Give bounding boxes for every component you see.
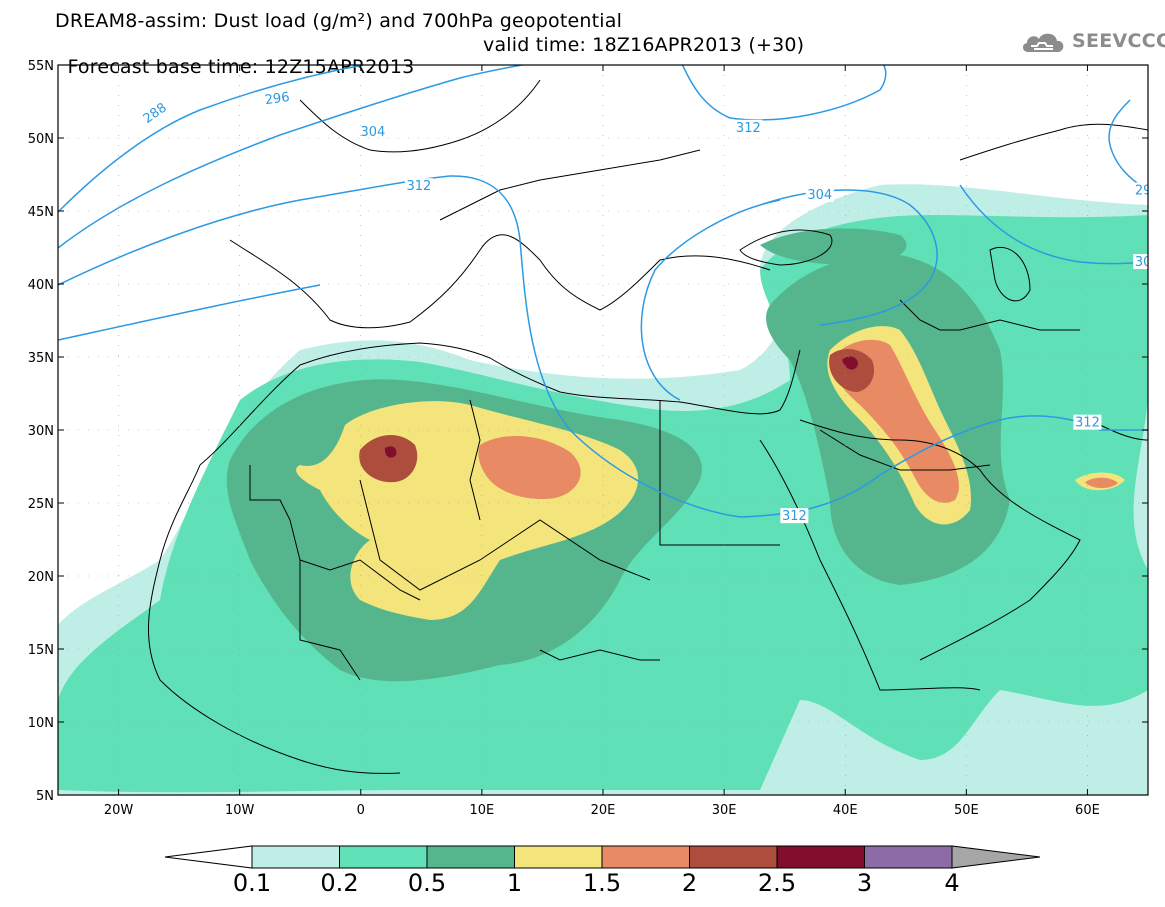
y-tick-label: 15N [28, 643, 54, 658]
dust-region-1.5 [478, 339, 1118, 503]
dust-region-1 [296, 326, 1125, 620]
y-tick-label: 30N [28, 424, 54, 439]
contour-label-bg [138, 98, 171, 127]
contour-label-bg [780, 508, 809, 524]
colorbar-label: 3 [856, 869, 873, 897]
x-tick-label: 0 [357, 803, 365, 818]
colorbar-label: 0.2 [320, 869, 359, 897]
contour-label: 304 [358, 124, 387, 140]
contour-label-text: 312 [406, 179, 431, 194]
contour-label-text: 29 [1135, 184, 1152, 199]
x-tick-label: 20E [591, 803, 616, 818]
map-area: 288 296 304 312 304 312 29 30 312 312 [58, 65, 1152, 795]
contour-label-bg [404, 178, 433, 194]
colorbar-bin [601, 845, 690, 869]
contour-label: 312 [734, 119, 763, 136]
y-tick-label: 5N [36, 789, 54, 804]
colorbar-bin [776, 845, 865, 869]
colorbar-bin [864, 845, 953, 869]
contour-label-text: 30 [1135, 255, 1152, 270]
colorbar-under-arrow [164, 845, 253, 869]
valid-time: valid time: 18Z16APR2013 (+30) [483, 34, 805, 56]
contour-label-bg [358, 124, 387, 140]
colorbar-label: 2 [681, 869, 698, 897]
x-tick-label: 60E [1075, 803, 1100, 818]
contour-label: 29 [1133, 182, 1152, 199]
colorbar-over-arrow [951, 845, 1041, 869]
contour-labels: 288 296 304 312 304 312 29 30 312 312 [138, 88, 1152, 524]
x-tick-label: 10E [470, 803, 495, 818]
contour-label-text: 312 [1075, 416, 1100, 431]
colorbar-bin [339, 845, 428, 869]
time-info: Forecast base time: 12Z15APR2013 valid t… [55, 34, 804, 100]
colorbar-label: 1 [506, 869, 523, 897]
y-tick-label: 40N [28, 278, 54, 293]
colorbar-label: 2.5 [757, 869, 797, 897]
colorbar-label: 0.5 [407, 869, 447, 897]
y-tick-label: 55N [28, 59, 54, 74]
contour-label-text: 296 [264, 90, 291, 108]
contour-label-bg [1073, 414, 1102, 430]
y-tick-label: 45N [28, 205, 54, 220]
colorbar-bin [426, 845, 515, 869]
contour-label-bg [1133, 254, 1148, 270]
contour-label: 312 [1073, 414, 1102, 431]
colorbar-bin [514, 845, 603, 869]
x-tick-label: 40E [833, 803, 858, 818]
contour-label-bg [805, 186, 834, 202]
colorbar-bin [689, 845, 778, 869]
seevccc-logo: SEEVCCC [1020, 26, 1165, 56]
y-tick-label: 50N [28, 132, 54, 147]
colorbar [164, 845, 1041, 869]
x-tick-label: 20W [104, 803, 134, 818]
contour-label: 288 [138, 98, 171, 127]
contour-label: 312 [780, 508, 809, 524]
y-tick-label: 20N [28, 570, 54, 585]
colorbar-bin [251, 845, 340, 869]
y-tick-label: 25N [28, 497, 54, 512]
x-tick-label: 50E [954, 803, 979, 818]
y-tick-label: 35N [28, 351, 54, 366]
contour-label-bg [734, 119, 763, 135]
y-tick-label: 10N [28, 716, 54, 731]
cloud-icon [1022, 33, 1064, 52]
colorbar-label: 1.5 [582, 869, 622, 897]
colorbar-label: 0.1 [232, 869, 272, 897]
axis-ticks: 20W 10W 0 10E 20E 30E 40E 50E 60E 55N 50N 45N 40N 35N… [28, 59, 1148, 818]
contour-label: 30 [1133, 254, 1152, 270]
x-tick-label: 30E [712, 803, 737, 818]
contour-label-bg [262, 88, 293, 108]
contour-label: 296 [262, 88, 293, 108]
contour-label: 312 [404, 178, 433, 194]
colorbar-label: 4 [944, 869, 960, 897]
contour-label: 304 [805, 186, 834, 203]
dust-region-2 [359, 348, 875, 483]
contour-label-text: 312 [782, 509, 807, 524]
contour-label-text: 304 [360, 125, 385, 140]
contour-label-text: 312 [736, 121, 761, 136]
coastlines-borders [147, 79, 1148, 774]
contour-label-bg [1133, 182, 1148, 198]
x-tick-label: 10W [225, 803, 255, 818]
geopotential-contours [58, 65, 1148, 518]
map-title: DREAM8-assim: Dust load (g/m²) and 700hP… [55, 10, 623, 32]
forecast-base-time: Forecast base time: 12Z15APR2013 [67, 56, 415, 78]
contour-label-text: 304 [807, 188, 832, 203]
logo-text: SEEVCCC [1072, 30, 1165, 52]
